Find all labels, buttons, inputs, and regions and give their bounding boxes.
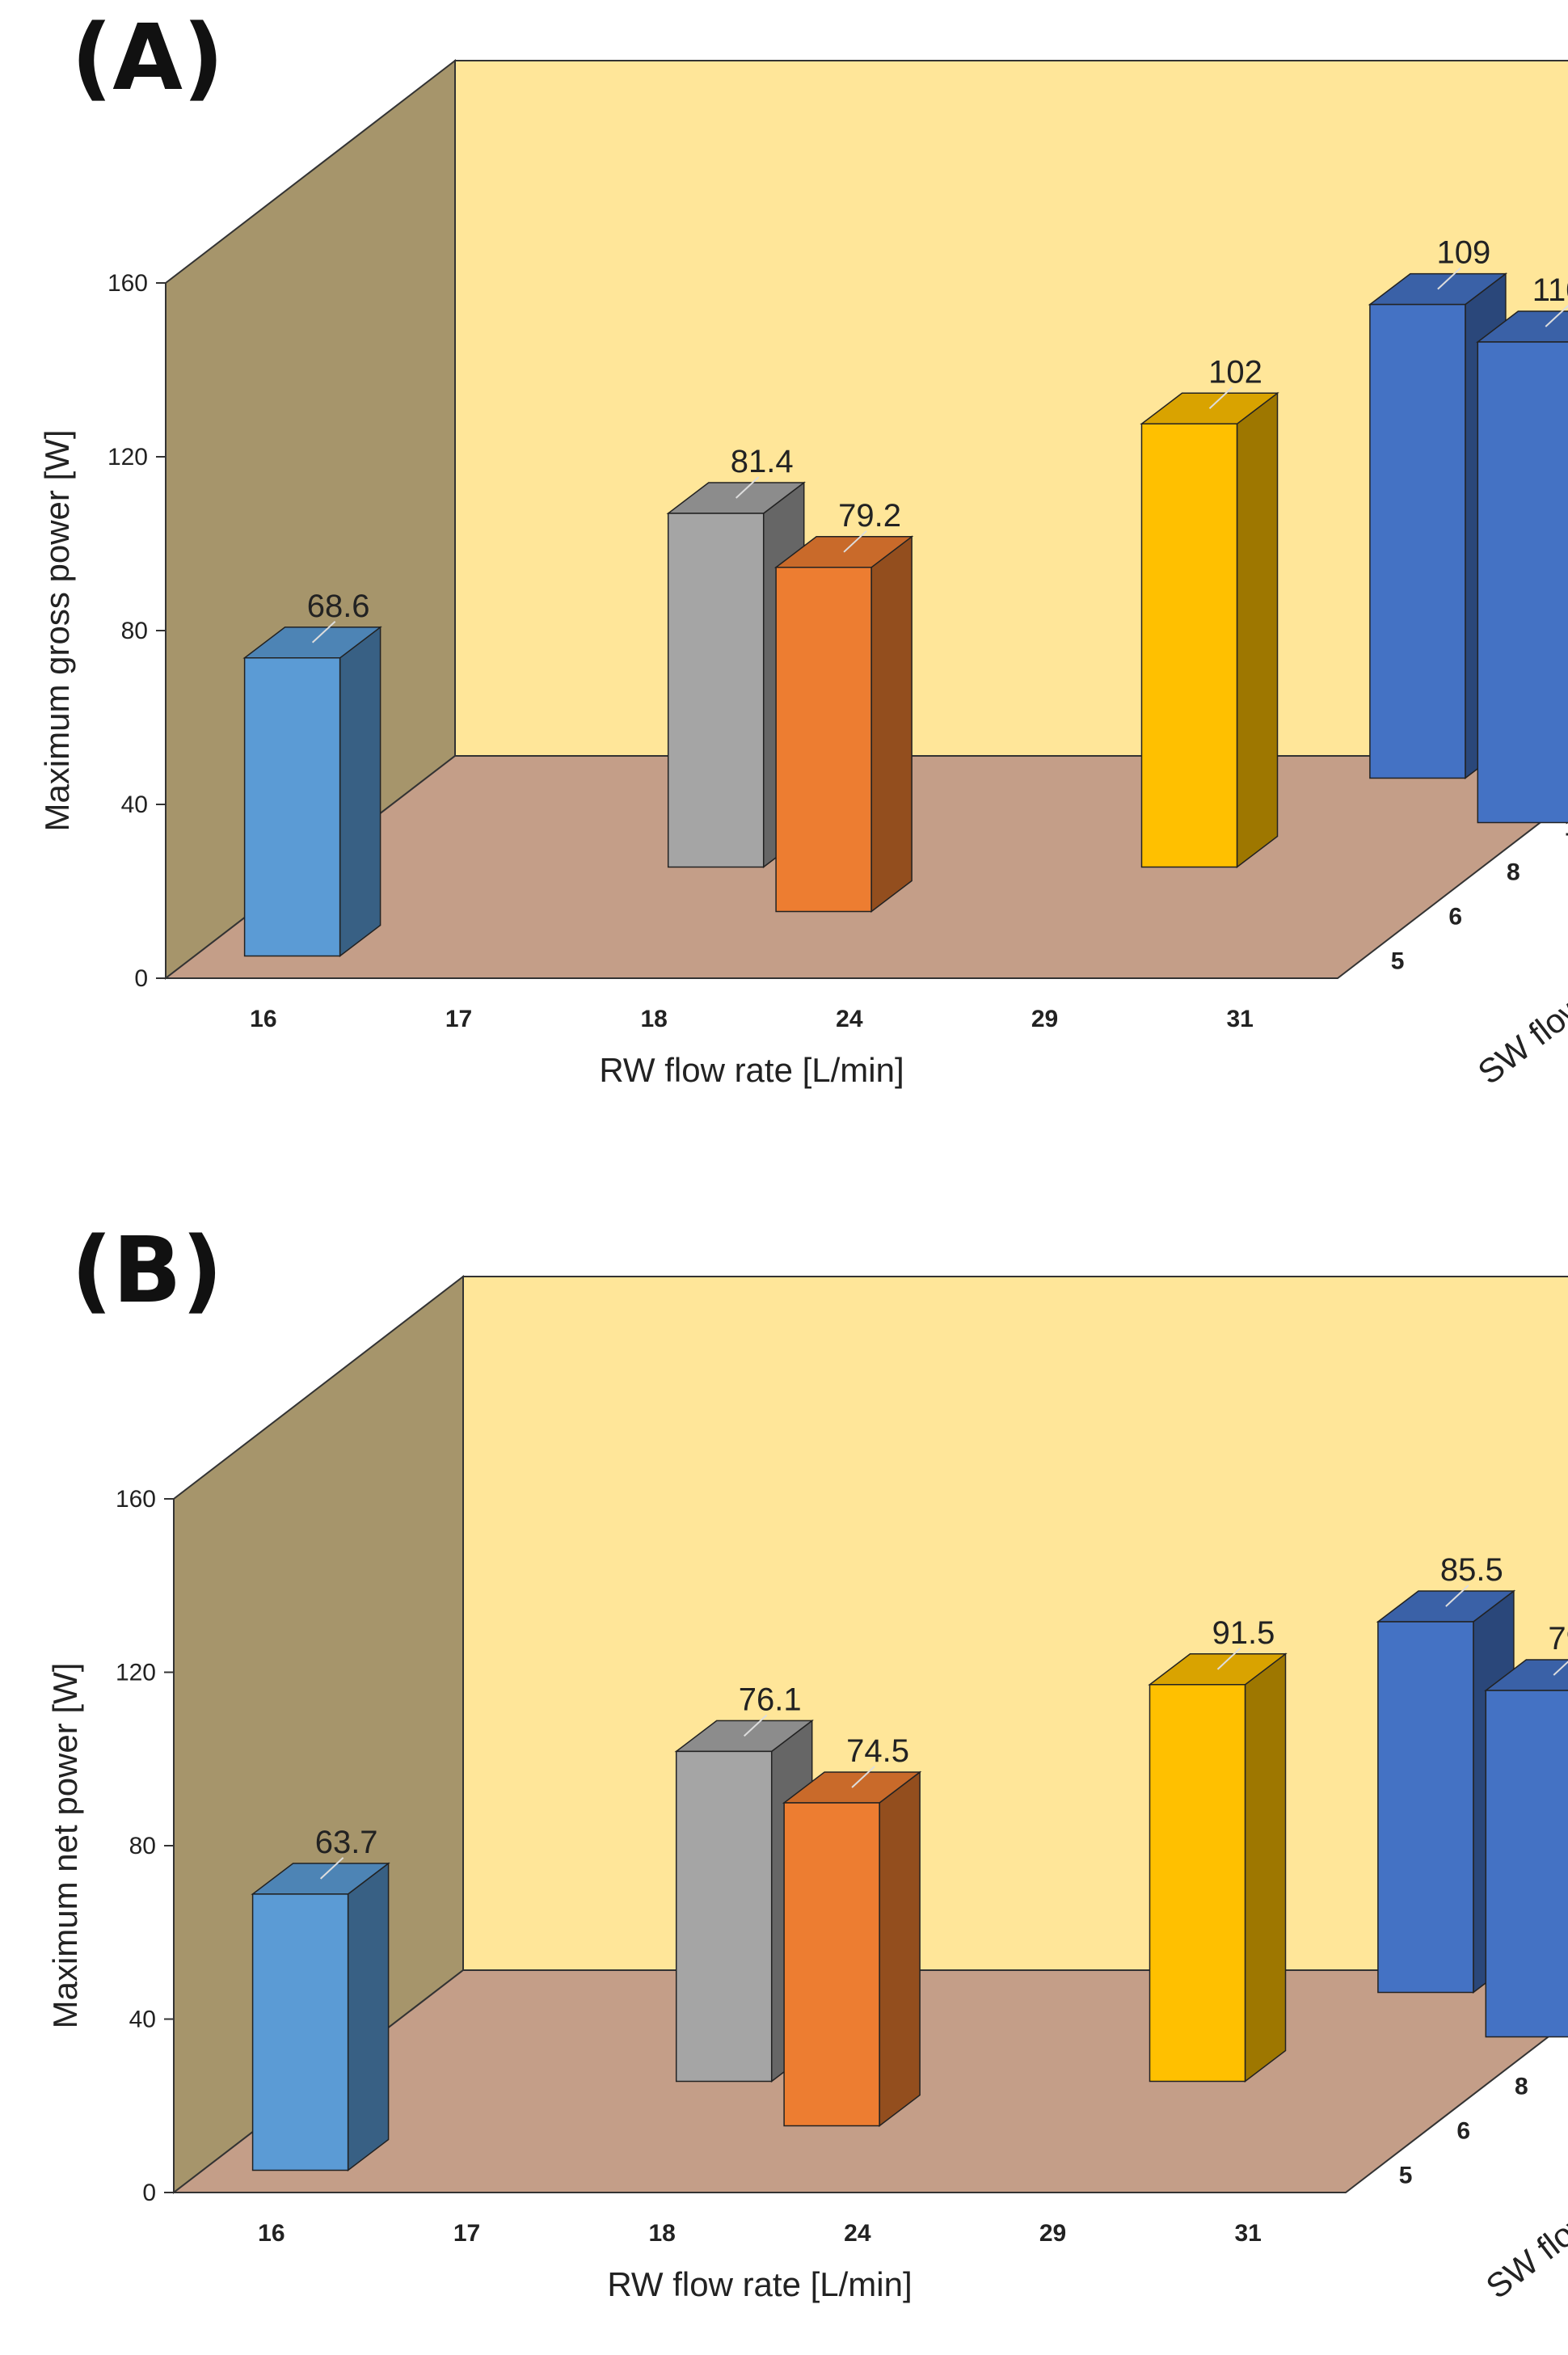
x-tick-label: 18 (640, 1006, 667, 1032)
bar-front (667, 513, 765, 868)
x-axis-title: RW flow rate [L/min] (599, 1051, 904, 1089)
y-tick-label: 160 (107, 270, 148, 297)
chart-panel-a: 040801201601617182429315681422RW flow ra… (38, 6, 1568, 1091)
bar-value-label: 76.1 (739, 1682, 802, 1717)
bar-value-label: 110.6 (1532, 272, 1568, 308)
value-leader (319, 1857, 344, 1880)
bar-front (1377, 1621, 1474, 1994)
y-tick-label: 80 (121, 618, 148, 644)
value-leader (1437, 267, 1461, 290)
bar-16-5: 68.6 (242, 589, 382, 958)
bar-31-14: 110.6 (1476, 272, 1568, 824)
y-tick-label: 120 (107, 444, 148, 471)
bar-front (1140, 423, 1238, 868)
bar-front (775, 567, 872, 913)
bar-value-label: 79.2 (838, 498, 901, 534)
bar-29-8: 91.5 (1148, 1615, 1288, 2083)
panel-label: (A) (71, 6, 224, 111)
bar-front (1485, 1690, 1568, 2038)
bar-value-label: 85.5 (1440, 1552, 1503, 1588)
bar-value-label: 109 (1436, 235, 1490, 271)
y-tick-label: 0 (142, 2180, 156, 2206)
value-leader (843, 530, 867, 553)
bar-value-label: 81.4 (731, 444, 794, 479)
bar-16-5: 63.7 (251, 1825, 390, 2172)
z-axis-title: SW flow rate [L/min] (1479, 2091, 1568, 2306)
bar-front (243, 657, 341, 957)
bar-front (1477, 341, 1568, 824)
bar-front (251, 1893, 349, 2171)
bar-side (339, 626, 381, 958)
bar-side (870, 535, 913, 914)
x-tick-label: 24 (836, 1006, 863, 1032)
bar-side (1236, 391, 1279, 869)
x-tick-label: 31 (1226, 1006, 1253, 1032)
y-tick-label: 160 (116, 1486, 156, 1513)
bar-value-label: 74.5 (846, 1733, 909, 1769)
z-tick-label: 6 (1456, 2118, 1470, 2145)
y-tick-label: 0 (134, 965, 148, 992)
value-leader (851, 1766, 875, 1788)
value-leader (735, 476, 760, 499)
value-leader (311, 621, 336, 644)
value-leader (1553, 1661, 1568, 1676)
bar-side (1244, 1652, 1287, 2083)
bar-front (1369, 303, 1466, 779)
panel-label: (B) (71, 1218, 223, 1323)
x-tick-label: 17 (445, 1006, 472, 1032)
z-tick-label: 6 (1448, 904, 1462, 931)
bar-side (879, 1770, 921, 2128)
bar-value-label: 63.7 (315, 1825, 378, 1860)
bar-value-label: 79.9 (1548, 1621, 1568, 1657)
value-leader (1445, 1585, 1469, 1607)
z-tick-label: 5 (1391, 948, 1405, 975)
bar-value-label: 91.5 (1212, 1615, 1275, 1651)
bar-front (783, 1802, 880, 2127)
x-tick-label: 17 (453, 2220, 480, 2247)
y-tick-label: 40 (121, 791, 148, 818)
value-leader (1545, 305, 1568, 327)
z-tick-label: 8 (1515, 2074, 1528, 2100)
bar-29-8: 102 (1140, 354, 1279, 869)
value-leader (1216, 1648, 1241, 1670)
x-tick-label: 16 (258, 2220, 285, 2247)
bar-31-14: 79.9 (1484, 1621, 1568, 2038)
x-tick-label: 24 (844, 2220, 871, 2247)
y-tick-label: 40 (129, 2007, 156, 2033)
bar-value-label: 102 (1208, 354, 1262, 390)
bar-value-label: 68.6 (307, 589, 370, 624)
bar-side (347, 1862, 390, 2172)
y-axis-title: Maximum gross power [W] (38, 429, 76, 831)
y-tick-label: 80 (129, 1833, 156, 1859)
z-tick-label: 14 (1565, 815, 1568, 842)
chart-panel-b: 040801201601617182429315681422RW flow ra… (46, 1218, 1568, 2306)
value-leader (743, 1714, 768, 1737)
x-tick-label: 29 (1031, 1006, 1058, 1032)
y-tick-label: 120 (116, 1660, 156, 1686)
bar-18-6: 79.2 (773, 498, 914, 914)
x-tick-label: 29 (1039, 2220, 1066, 2247)
value-leader (1208, 386, 1233, 409)
x-tick-label: 16 (250, 1006, 276, 1032)
z-axis-title: SW flow rate [L/min] (1471, 876, 1568, 1091)
x-tick-label: 18 (648, 2220, 675, 2247)
bar-front (1149, 1684, 1246, 2083)
bar-front (675, 1750, 773, 2083)
x-axis-title: RW flow rate [L/min] (607, 2265, 912, 2303)
y-axis-title: Maximum net power [W] (46, 1663, 84, 2029)
bar-18-6: 74.5 (782, 1733, 922, 2128)
z-tick-label: 5 (1399, 2163, 1413, 2189)
z-tick-label: 8 (1507, 859, 1520, 886)
x-tick-label: 31 (1234, 2220, 1261, 2247)
